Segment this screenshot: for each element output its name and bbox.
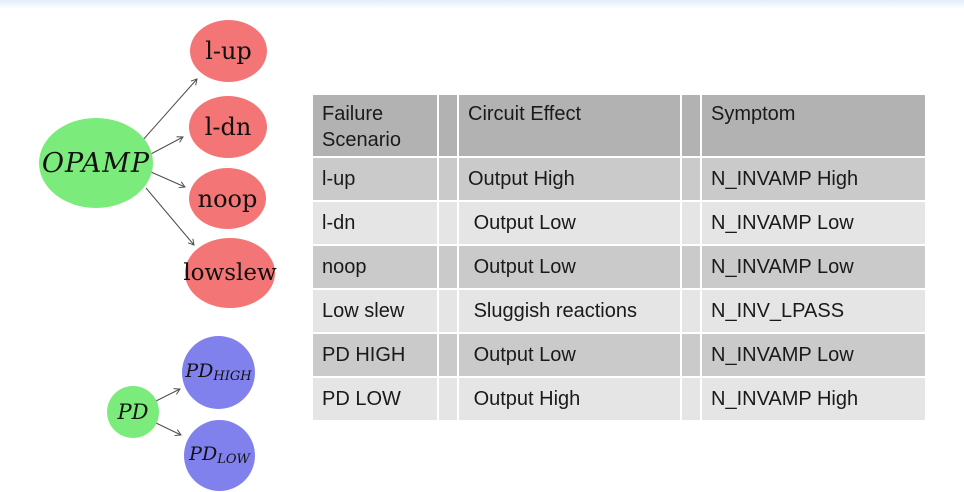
edge-opamp-l-dn [148, 136, 184, 156]
cell-symptom: N_INVAMP Low [702, 246, 925, 288]
spacer-cell [682, 202, 700, 244]
node-pd-label: PD [117, 399, 149, 424]
cell-scenario: noop [313, 246, 437, 288]
spacer-cell [439, 202, 457, 244]
cell-effect: Sluggish reactions [459, 290, 680, 332]
diagram-arrows [141, 78, 198, 436]
edge-opamp-lowslew [145, 187, 195, 246]
cell-symptom: N_INV_LPASS [702, 290, 925, 332]
spacer-cell [682, 158, 700, 200]
node-pd-high-label: PDHIGH [185, 360, 252, 384]
spacer-cell [682, 290, 700, 332]
spacer-cell [682, 334, 700, 376]
edge-opamp-noop [150, 171, 186, 189]
top-edge-gradient [0, 0, 964, 9]
header-failure-scenario: Failure Scenario [313, 95, 437, 156]
node-noop-label: noop [197, 184, 258, 213]
spacer-cell [439, 246, 457, 288]
cell-symptom: N_INVAMP High [702, 158, 925, 200]
cell-scenario: PD HIGH [313, 334, 437, 376]
node-opamp-label: OPAMP [41, 147, 151, 179]
spacer-cell [682, 246, 700, 288]
node-pd-low: PDLOW [184, 420, 255, 491]
node-l-up-label: l-up [205, 37, 252, 65]
header-spacer-1 [439, 95, 457, 156]
edge-opamp-l-up [141, 78, 198, 142]
node-pd: PD [107, 386, 159, 438]
fault-tree-diagram: OPAMP l-up l-dn noop lowslew PD PDHIGH P… [0, 0, 312, 492]
spacer-cell [682, 378, 700, 420]
cell-effect: Output High [459, 158, 680, 200]
header-circuit-effect: Circuit Effect [459, 95, 680, 156]
cell-effect: Output Low [459, 202, 680, 244]
node-l-up: l-up [190, 20, 267, 82]
cell-scenario: l-up [313, 158, 437, 200]
cell-effect: Output Low [459, 246, 680, 288]
header-symptom: Symptom [702, 95, 925, 156]
node-pd-low-label: PDLOW [189, 443, 250, 467]
cell-effect: Output High [459, 378, 680, 420]
cell-symptom: N_INVAMP Low [702, 334, 925, 376]
header-spacer-2 [682, 95, 700, 156]
node-l-dn-label: l-dn [204, 113, 252, 141]
cell-effect: Output Low [459, 334, 680, 376]
node-lowslew-label: lowslew [183, 259, 277, 286]
node-l-dn: l-dn [189, 96, 267, 158]
node-pd-high: PDHIGH [182, 336, 255, 409]
node-opamp: OPAMP [39, 118, 153, 208]
failure-table: Failure Scenario Circuit Effect Symptom … [313, 95, 925, 420]
cell-scenario: l-dn [313, 202, 437, 244]
spacer-cell [439, 334, 457, 376]
spacer-cell [439, 290, 457, 332]
cell-symptom: N_INVAMP Low [702, 202, 925, 244]
node-lowslew: lowslew [183, 238, 277, 308]
node-noop: noop [189, 168, 266, 229]
edge-pd-pd-high [155, 388, 181, 402]
spacer-cell [439, 378, 457, 420]
edge-pd-pd-low [155, 422, 182, 436]
cell-symptom: N_INVAMP High [702, 378, 925, 420]
cell-scenario: PD LOW [313, 378, 437, 420]
spacer-cell [439, 158, 457, 200]
cell-scenario: Low slew [313, 290, 437, 332]
